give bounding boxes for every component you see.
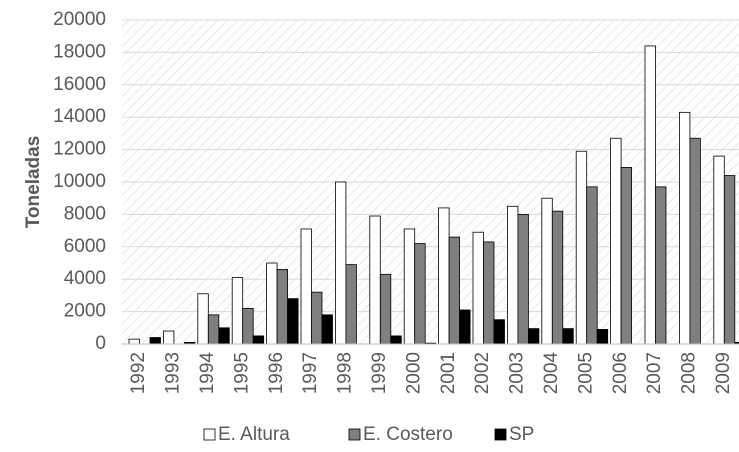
bar-sp-1996 (287, 298, 299, 345)
bar-e-costero-1995 (242, 307, 254, 345)
bar-sp-2002 (493, 319, 505, 345)
gridlines (122, 19, 739, 313)
x-tick-label: 2009 (713, 352, 734, 394)
bar-e-altura-1995 (231, 277, 244, 345)
bar-sp-2001 (459, 309, 471, 345)
bar-sp-2009 (734, 341, 739, 345)
bar-e-costero-2005 (586, 186, 598, 345)
legend-swatch (203, 428, 216, 441)
bar-e-costero-1998 (345, 264, 357, 345)
x-tick-label: 2005 (575, 352, 596, 394)
legend-swatch (494, 428, 507, 441)
x-tick-label: 1996 (266, 352, 287, 394)
y-tick-label: 2000 (64, 301, 106, 322)
legend-swatch (348, 428, 361, 441)
bar-e-costero-1996 (276, 269, 289, 345)
bar-e-altura-1998 (334, 181, 347, 345)
bar-e-costero-2004 (551, 210, 564, 345)
x-tick-label: 2003 (507, 352, 528, 394)
legend-label: E. Costero (363, 424, 453, 445)
bar-e-costero-2000 (414, 243, 426, 345)
y-tick-label: 20000 (53, 9, 106, 30)
bar-sp-2004 (562, 328, 574, 345)
x-tick-label: 1998 (335, 352, 356, 394)
bar-e-costero-2009 (723, 175, 736, 345)
y-tick-label: 4000 (64, 268, 106, 289)
x-tick-label: 1995 (231, 352, 252, 394)
y-axis-label: Toneladas (23, 136, 44, 229)
bar-e-altura-2005 (575, 150, 588, 345)
x-tick-label: 1993 (163, 352, 184, 394)
bar-e-altura-2000 (403, 228, 416, 345)
bar-e-costero-2001 (448, 236, 461, 345)
bar-e-costero-2008 (689, 137, 701, 345)
bar-e-altura-2006 (610, 137, 622, 345)
bar-e-altura-2007 (644, 45, 656, 345)
bar-e-altura-2003 (506, 205, 519, 345)
bar-e-costero-2003 (517, 213, 529, 345)
bar-e-altura-2002 (472, 231, 484, 345)
y-tick-label: 16000 (53, 74, 106, 95)
bar-sp-2003 (528, 328, 540, 345)
bar-sp-1997 (321, 314, 333, 345)
bar-e-costero-1999 (379, 273, 392, 345)
legend-label: E. Altura (218, 424, 290, 445)
y-tick-label: 0 (95, 333, 106, 354)
bar-e-altura-2004 (541, 197, 553, 345)
bar-e-costero-1994 (207, 314, 220, 345)
x-tick-label: 2006 (610, 352, 631, 394)
x-tick-labels: 1992 1993 1994 1995 1996 1997 1998 1999 2000 2001… (128, 352, 734, 395)
bar-e-altura-1992 (128, 338, 140, 345)
bar-e-altura-1996 (266, 262, 278, 345)
x-tick-label: 2007 (644, 352, 665, 394)
x-tick-label: 1994 (197, 352, 218, 395)
bar-e-altura-2009 (713, 155, 725, 345)
y-tick-label: 8000 (64, 203, 106, 224)
y-tick-label: 14000 (53, 106, 106, 127)
bar-e-costero-2007 (655, 186, 667, 345)
x-tick-label: 1997 (300, 352, 321, 394)
legend-label: SP (509, 424, 534, 445)
y-tick-label: 12000 (53, 139, 106, 160)
bar-e-altura-1999 (369, 215, 381, 345)
x-tick-label: 2004 (541, 352, 562, 395)
x-tick-label: 2008 (679, 352, 700, 394)
y-tick-label: 6000 (64, 236, 106, 257)
y-tick-label: 18000 (53, 41, 106, 62)
bar-sp-1994 (218, 327, 230, 345)
bar-e-altura-1993 (162, 330, 175, 345)
bar-e-altura-2008 (679, 111, 691, 345)
x-tick-label: 2002 (472, 352, 493, 394)
x-tick-label: 1999 (369, 352, 390, 394)
bar-e-costero-2006 (620, 167, 632, 345)
bar-sp-1999 (390, 335, 402, 345)
bar-sp-2005 (596, 329, 609, 345)
bar-sp-1992 (149, 337, 161, 345)
bar-sp-1995 (252, 335, 265, 345)
legend: E. Altura E. Costero SP (203, 424, 534, 445)
x-tick-label: 2000 (403, 352, 424, 394)
bar-e-altura-1994 (197, 293, 209, 345)
x-tick-label: 1992 (128, 352, 149, 394)
bar-e-altura-2001 (438, 207, 450, 345)
bar-e-costero-2002 (483, 241, 495, 345)
bar-e-costero-1997 (311, 291, 323, 345)
x-tick-label: 2001 (438, 352, 459, 394)
y-tick-label: 10000 (53, 171, 106, 192)
y-tick-labels: 0 2000 4000 6000 8000 10000 12000 14000 16000 180… (53, 9, 106, 354)
bar-e-altura-1997 (300, 228, 312, 345)
